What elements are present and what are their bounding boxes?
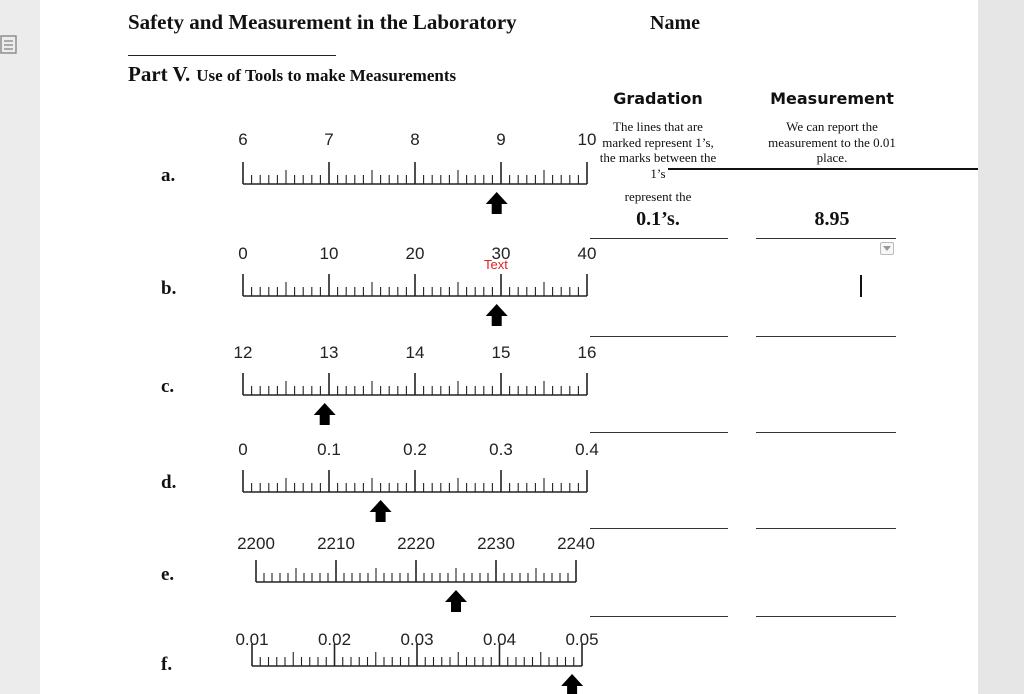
part-heading: Part V. Use of Tools to make Measurements <box>128 62 456 87</box>
gradation-blank-c[interactable] <box>590 432 728 433</box>
gradation-blank-d[interactable] <box>590 528 728 529</box>
text-cursor <box>860 275 862 297</box>
arrow-up-icon <box>485 304 508 326</box>
gradation-note: The lines that are marked represent 1’s,… <box>599 119 717 181</box>
ruler-number: 0.2 <box>403 440 427 459</box>
title-underline <box>128 55 336 56</box>
page-title: Safety and Measurement in the Laboratory <box>128 10 517 34</box>
overlay-line <box>668 168 978 170</box>
measurement-answer-a[interactable]: 8.95 <box>814 208 850 230</box>
row-label-f: f. <box>161 654 173 675</box>
ruler-number: 0.01 <box>235 630 268 649</box>
ruler-number: 0 <box>238 244 247 263</box>
ruler-d: 0 0.1 0.2 0.3 0.4 <box>238 440 599 522</box>
ruler-number: 0.04 <box>483 630 516 649</box>
name-label: Name <box>650 12 700 34</box>
ruler-c: 12 13 14 15 16 <box>234 343 596 425</box>
document-page: Safety and Measurement in the Laboratory… <box>40 0 978 694</box>
ruler-number: 7 <box>324 130 333 149</box>
measurement-blank-e[interactable] <box>756 616 896 617</box>
ruler-number: 0.03 <box>400 630 433 649</box>
measurement-blank-a[interactable] <box>756 238 896 239</box>
ruler-number: 6 <box>238 130 247 149</box>
gradation-blank-a[interactable] <box>590 238 728 239</box>
gradation-column-header: Gradation <box>613 89 703 108</box>
dropdown-arrow-icon[interactable] <box>880 242 894 255</box>
right-margin <box>978 0 1024 694</box>
arrow-up-icon <box>369 500 392 522</box>
ruler-number: 14 <box>406 343 425 362</box>
row-label-a: a. <box>161 165 176 186</box>
ruler-number: 2220 <box>397 534 435 553</box>
row-label-b: b. <box>161 278 177 299</box>
row-label-d: d. <box>161 472 177 493</box>
ruler-number: 0.02 <box>318 630 351 649</box>
ruler-number: 13 <box>320 343 339 362</box>
ruler-number: 40 <box>578 244 597 263</box>
ruler-number: 0.3 <box>489 440 513 459</box>
ruler-number: 2230 <box>477 534 515 553</box>
annotation-text[interactable]: Text <box>484 257 508 272</box>
ruler-number: 2240 <box>557 534 595 553</box>
arrow-up-icon <box>445 590 467 612</box>
ruler-number: 8 <box>410 130 419 149</box>
ruler-number: 0.4 <box>575 440 599 459</box>
ruler-e: 2200 2210 2220 2230 2240 <box>237 534 595 612</box>
part-number: Part V. <box>128 62 191 86</box>
measurement-blank-d[interactable] <box>756 528 896 529</box>
ruler-number: 10 <box>578 130 597 149</box>
ruler-b: 0 10 20 30 40 <box>238 244 596 326</box>
row-label-e: e. <box>161 564 175 585</box>
document-outline-icon[interactable] <box>0 35 20 55</box>
arrow-up-icon <box>313 403 336 425</box>
gradation-note-continued: represent the <box>624 189 692 204</box>
ruler-number: 20 <box>406 244 425 263</box>
gradation-blank-e[interactable] <box>590 616 728 617</box>
row-label-c: c. <box>161 376 175 397</box>
ruler-number: 2210 <box>317 534 355 553</box>
ruler-number: 12 <box>234 343 253 362</box>
measurement-column-header: Measurement <box>770 89 894 108</box>
ruler-number: 2200 <box>237 534 275 553</box>
gradation-answer-a[interactable]: 0.1’s. <box>636 208 680 230</box>
ruler-f: 0.01 0.02 0.03 0.04 0.05 <box>235 630 599 694</box>
measurement-blank-c[interactable] <box>756 432 896 433</box>
ruler-a: 6 7 8 9 10 <box>238 130 596 214</box>
ruler-number: 16 <box>578 343 597 362</box>
ruler-number: 10 <box>320 244 339 263</box>
left-strip <box>0 0 40 694</box>
ruler-number: 9 <box>496 130 505 149</box>
ruler-number: 0.1 <box>317 440 341 459</box>
ruler-number: 15 <box>492 343 511 362</box>
gradation-blank-b[interactable] <box>590 336 728 337</box>
arrow-up-icon <box>485 192 508 214</box>
ruler-number: 0 <box>238 440 247 459</box>
measurement-note: We can report the measurement to the 0.0… <box>768 119 896 165</box>
arrow-up-icon <box>561 674 584 694</box>
ruler-number: 0.05 <box>565 630 598 649</box>
ruler-number: 30 <box>492 244 511 263</box>
part-subtitle: Use of Tools to make Measurements <box>196 66 457 85</box>
measurement-blank-b[interactable] <box>756 336 896 337</box>
